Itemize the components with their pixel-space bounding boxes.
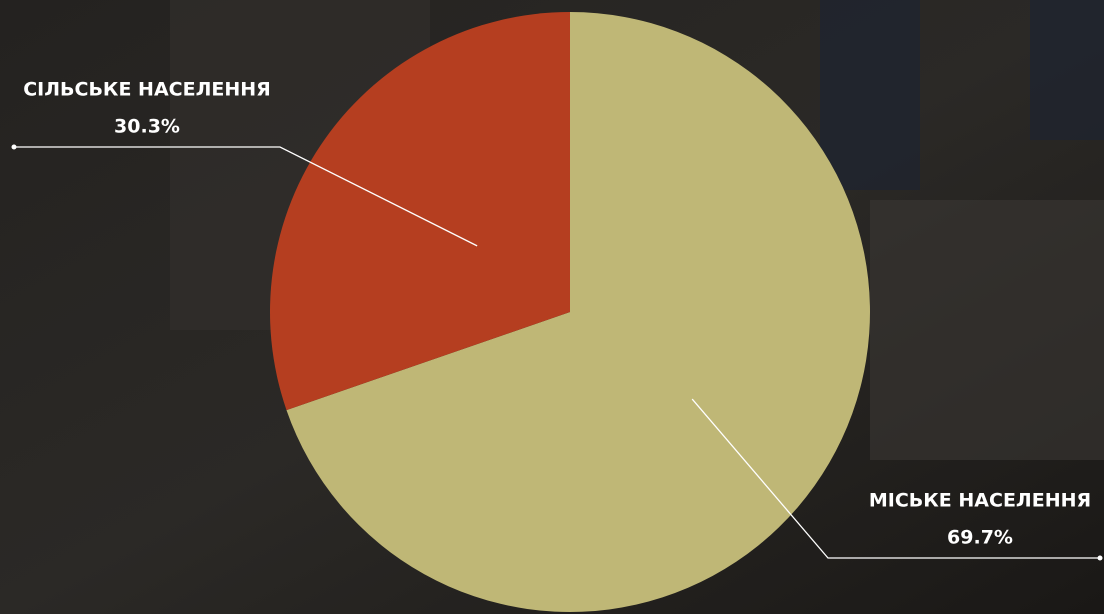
slice-label: СІЛЬСЬКЕ НАСЕЛЕННЯ	[23, 79, 271, 101]
background-window	[1030, 0, 1104, 140]
leader-dot	[11, 144, 17, 150]
slice-value-label: 30.3%	[114, 116, 180, 138]
pie-slice	[286, 12, 871, 612]
background-window	[820, 0, 920, 190]
background-bricks	[870, 200, 1104, 460]
leader-dot	[1097, 555, 1103, 561]
leader-line	[691, 398, 1100, 559]
slice-label: МІСЬКЕ НАСЕЛЕННЯ	[869, 490, 1091, 512]
slice-value-label: 69.7%	[947, 527, 1013, 549]
leader-line	[14, 146, 478, 247]
pie-slice	[270, 12, 570, 411]
